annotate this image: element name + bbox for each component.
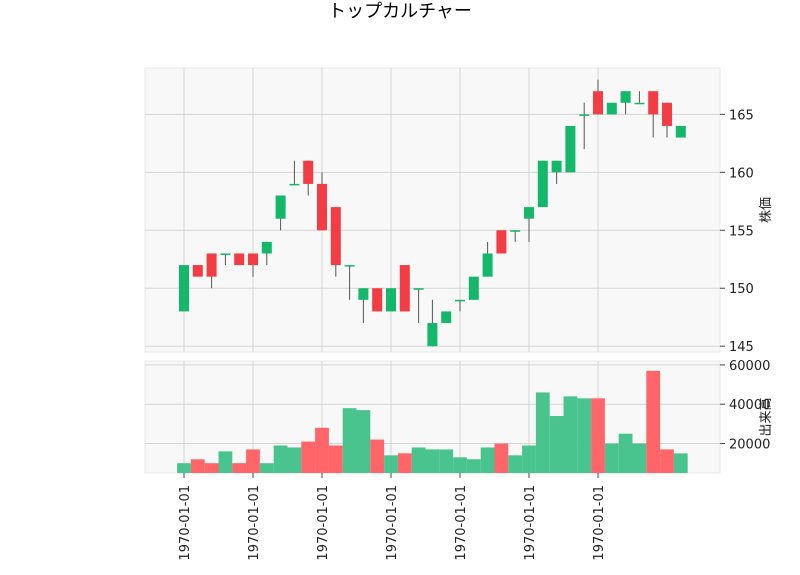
candle-body bbox=[234, 253, 245, 266]
candle-body bbox=[275, 195, 286, 219]
volume-bar bbox=[384, 455, 398, 473]
volume-bar bbox=[522, 445, 536, 473]
volume-bar bbox=[328, 445, 343, 473]
volume-bar bbox=[177, 463, 191, 473]
x-tick-label: 1970-01-01 bbox=[247, 485, 262, 561]
candle-body bbox=[662, 102, 672, 126]
candle-body bbox=[248, 253, 258, 266]
grid-lines bbox=[145, 68, 725, 478]
candle-body bbox=[551, 160, 562, 173]
price-tick-label: 160 bbox=[729, 166, 754, 181]
volume-bar bbox=[604, 443, 619, 473]
candle-body bbox=[358, 288, 369, 300]
candle-body bbox=[289, 183, 300, 186]
chart-title: トップカルチャー bbox=[328, 1, 472, 22]
y-tick-labels: 145 150 155 160 165 20000 40000 60000 bbox=[729, 108, 770, 452]
candle-body bbox=[455, 299, 465, 302]
volume-bar bbox=[466, 459, 481, 473]
volume-bar bbox=[660, 449, 674, 473]
candle-body bbox=[206, 253, 217, 277]
volume-bar bbox=[549, 416, 564, 473]
price-tick-label: 165 bbox=[729, 108, 754, 123]
x-tick-label: 1970-01-01 bbox=[454, 485, 469, 561]
volume-bar bbox=[577, 398, 592, 473]
volume-bar bbox=[494, 443, 509, 473]
candle-body bbox=[441, 311, 452, 324]
candle-body bbox=[524, 207, 534, 219]
candle-body bbox=[399, 265, 410, 312]
candle-body bbox=[344, 265, 355, 267]
candle-body bbox=[330, 207, 341, 266]
price-tick-label: 155 bbox=[729, 224, 754, 239]
x-tick-label: 1970-01-01 bbox=[523, 485, 538, 561]
volume-bar bbox=[618, 433, 633, 473]
candle-body bbox=[303, 160, 314, 184]
volume-bar bbox=[370, 439, 385, 473]
candle-body bbox=[482, 253, 493, 277]
volume-bar bbox=[190, 459, 205, 473]
candle-body bbox=[413, 288, 424, 290]
x-tick-label: 1970-01-01 bbox=[178, 485, 193, 561]
candle-body bbox=[579, 114, 590, 116]
volume-bar bbox=[439, 449, 454, 473]
candle-body bbox=[510, 230, 521, 232]
candle-body bbox=[261, 241, 272, 254]
volume-bars bbox=[177, 370, 688, 473]
candle-body bbox=[372, 288, 383, 312]
volume-bar bbox=[315, 427, 329, 473]
x-tick-labels: 1970-01-01 1970-01-01 1970-01-01 1970-01-01… bbox=[178, 485, 607, 561]
candle-body bbox=[537, 160, 548, 208]
volume-bar bbox=[425, 449, 440, 473]
volume-bar bbox=[259, 463, 274, 473]
volume-bar bbox=[535, 392, 550, 473]
candle-body bbox=[317, 183, 327, 231]
candle-body bbox=[220, 253, 231, 255]
volume-axis-label: 出来高 bbox=[758, 397, 774, 436]
volume-bar bbox=[301, 441, 316, 473]
volume-bar bbox=[204, 463, 219, 473]
volume-bar bbox=[342, 408, 357, 473]
price-tick-label: 145 bbox=[729, 340, 754, 355]
volume-bar bbox=[287, 447, 302, 473]
volume-bar bbox=[411, 447, 426, 473]
candle-body bbox=[648, 91, 659, 115]
candle-body bbox=[179, 265, 189, 312]
candle-body bbox=[565, 125, 576, 173]
volume-tick-label: 20000 bbox=[729, 438, 770, 453]
candle-body bbox=[593, 91, 603, 115]
price-axis-label: 株価 bbox=[759, 197, 774, 223]
volume-bar bbox=[632, 443, 647, 473]
candle-body bbox=[606, 102, 617, 115]
candle-body bbox=[496, 230, 507, 254]
candle-body bbox=[192, 265, 203, 277]
candle-body bbox=[427, 323, 438, 347]
volume-bar bbox=[218, 451, 233, 473]
volume-bar bbox=[356, 410, 371, 473]
candle-body bbox=[386, 288, 396, 312]
candle-body bbox=[620, 91, 631, 103]
x-tick-label: 1970-01-01 bbox=[316, 485, 331, 561]
volume-bar bbox=[673, 453, 688, 473]
volume-tick-label: 60000 bbox=[729, 359, 770, 374]
candle-body bbox=[675, 125, 686, 138]
volume-bar bbox=[453, 457, 467, 473]
volume-bar bbox=[591, 398, 605, 473]
volume-bar bbox=[273, 445, 288, 473]
volume-bar bbox=[232, 463, 247, 473]
candle-body bbox=[634, 102, 645, 105]
candle-body bbox=[468, 276, 479, 300]
price-tick-label: 150 bbox=[729, 282, 754, 297]
volume-bar bbox=[508, 455, 523, 473]
volume-bar bbox=[563, 396, 578, 473]
x-tick-label: 1970-01-01 bbox=[385, 485, 400, 561]
x-tick-label: 1970-01-01 bbox=[592, 485, 607, 561]
volume-bar bbox=[246, 449, 260, 473]
volume-tick-label: 40000 bbox=[729, 398, 770, 413]
volume-bar bbox=[646, 370, 661, 473]
volume-bar bbox=[480, 447, 495, 473]
volume-bar bbox=[397, 453, 412, 473]
candles bbox=[179, 79, 686, 347]
